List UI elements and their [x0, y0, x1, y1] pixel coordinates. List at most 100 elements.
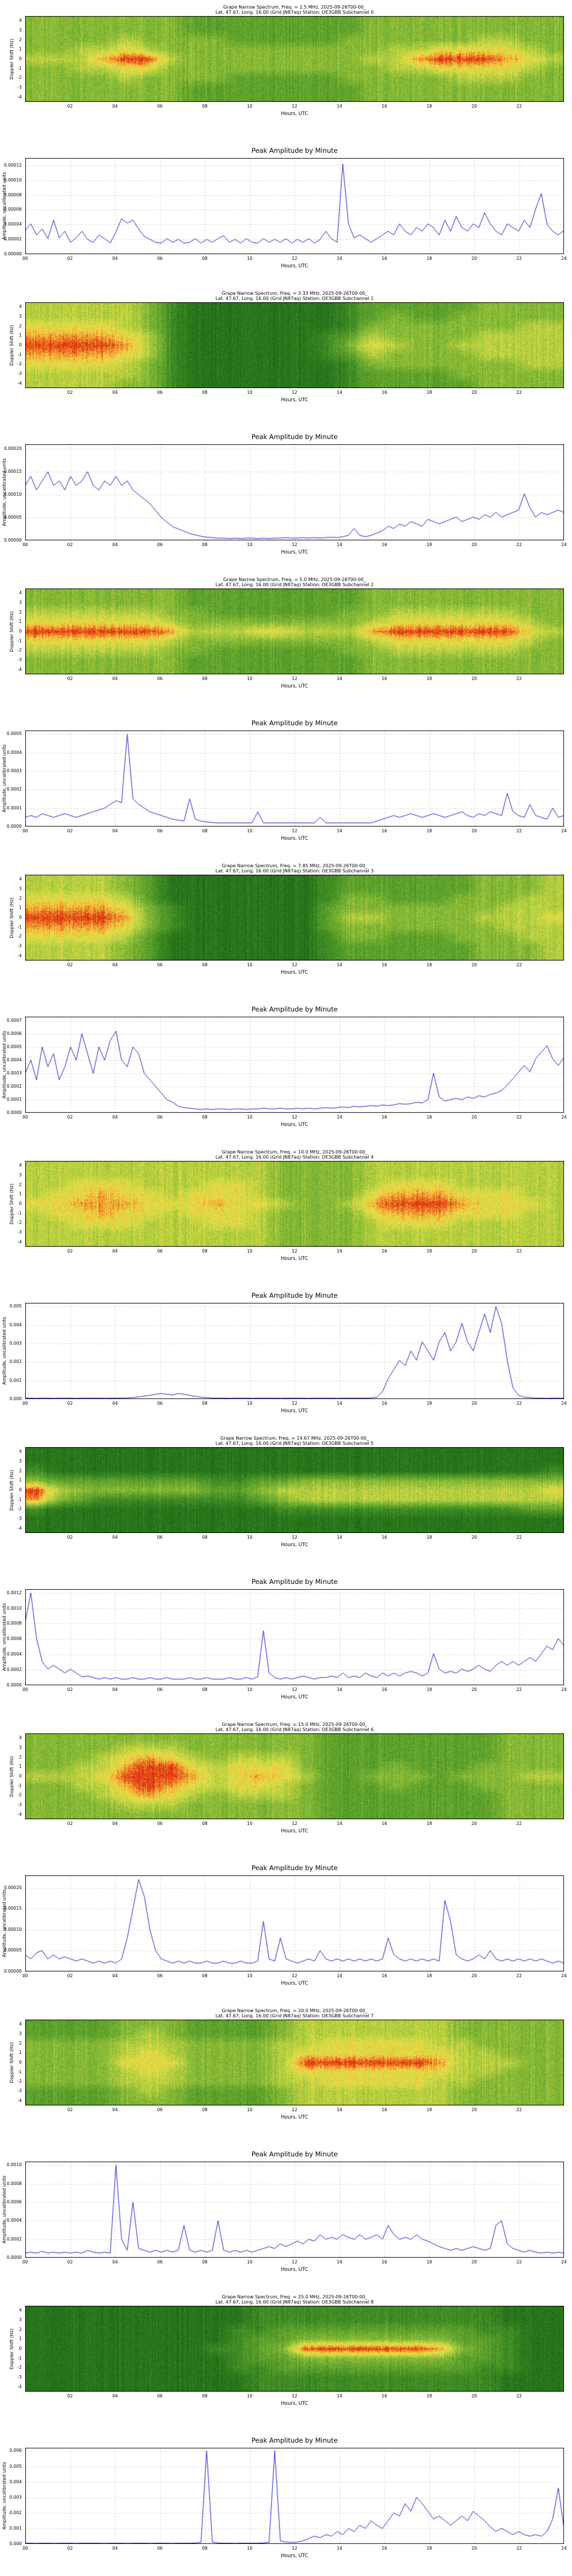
y-tick-label: 0.0010: [6, 1605, 22, 1611]
figure-title-line2: Lat. 47.67, Long. 16.00 (Grid JN87aq) St…: [215, 1155, 374, 1160]
y-tick-label: 3: [19, 2031, 22, 2036]
x-tick-label: 04: [112, 390, 118, 395]
x-tick-label: 06: [157, 390, 163, 395]
x-tick-label: 06: [157, 1115, 163, 1120]
x-tick-label: 12: [292, 1115, 297, 1120]
y-tick-label: 0.002: [9, 2510, 22, 2515]
x-tick-label: 20: [471, 1401, 477, 1406]
y-tick-label: 0.00020: [3, 446, 22, 451]
y-tick-label: -4: [17, 953, 22, 958]
x-tick-label: 16: [382, 1115, 387, 1120]
y-tick-label: 0.0000: [6, 1682, 22, 1688]
figure-title: Peak Amplitude by Minute: [251, 1864, 338, 1872]
y-tick-label: 2: [19, 323, 22, 329]
y-tick-label: -1: [17, 638, 22, 643]
x-tick-label: 04: [112, 542, 118, 547]
x-tick-label: 04: [112, 1401, 118, 1406]
x-tick-label: 10: [247, 962, 253, 967]
heatmap-canvas: [25, 2306, 564, 2392]
figure-title-line2: Lat. 47.67, Long. 16.00 (Grid JN87aq) St…: [215, 2013, 374, 2018]
figure-title: Peak Amplitude by Minute: [251, 719, 338, 727]
y-tick-label: 0.00002: [3, 236, 22, 242]
x-tick-label: 12: [292, 2107, 297, 2112]
y-tick-label: 4: [19, 2021, 22, 2027]
x-tick-label: 12: [292, 1249, 297, 1254]
x-tick-label: 14: [336, 2546, 343, 2551]
x-tick-label: 18: [426, 676, 432, 681]
y-tick-label: 0.000: [9, 2541, 22, 2546]
y-tick-label: 0.0008: [6, 1621, 22, 1626]
x-tick-label: 08: [202, 676, 208, 681]
y-tick-label: 0.0008: [6, 2180, 22, 2186]
heatmap-canvas: [25, 16, 564, 102]
x-tick-label: 06: [157, 1535, 163, 1540]
y-tick-label: -4: [17, 1239, 22, 1244]
x-tick-label: 20: [471, 542, 477, 547]
x-tick-label: 20: [471, 256, 477, 261]
x-tick-label: 22: [516, 1821, 522, 1826]
y-tick-label: 1: [19, 1477, 22, 1483]
spectrogram-figure-sub7: Grape Narrow Spectrum, Freq. = 20.0 MHz,…: [0, 2004, 572, 2147]
x-tick-label: 08: [202, 390, 208, 395]
x-tick-label: 14: [336, 1973, 343, 1978]
y-tick-label: -2: [17, 1506, 22, 1512]
heatmap-canvas: [25, 1733, 564, 1819]
figure-title: Peak Amplitude by Minute: [251, 1578, 338, 1586]
y-tick-label: 0.0012: [6, 1590, 22, 1595]
x-tick-label: 16: [382, 1821, 387, 1826]
x-tick-label: 02: [67, 1401, 73, 1406]
x-tick-label: 02: [67, 2546, 73, 2551]
x-tick-label: 18: [426, 1249, 432, 1254]
y-tick-label: -3: [17, 85, 22, 90]
y-tick-label: 0: [19, 342, 22, 347]
x-tick-label: 04: [112, 1687, 118, 1692]
x-tick-label: 22: [516, 104, 522, 109]
spectrogram-figure-sub6: Grape Narrow Spectrum, Freq. = 15.0 MHz,…: [0, 1717, 572, 1860]
x-tick-label: 20: [471, 962, 477, 967]
y-tick-label: 0: [19, 56, 22, 61]
x-tick-label: 06: [157, 1973, 163, 1978]
x-tick-label: 12: [292, 542, 297, 547]
x-tick-label: 22: [516, 676, 522, 681]
x-tick-label: 04: [112, 962, 118, 967]
x-tick-label: 22: [516, 256, 522, 261]
x-tick-label: 12: [292, 2393, 297, 2399]
x-tick-label: 12: [292, 390, 297, 395]
y-tick-label: -1: [17, 924, 22, 930]
x-tick-label: 12: [292, 828, 297, 833]
x-tick-label: 00: [22, 1115, 28, 1120]
y-tick-label: 4: [19, 18, 22, 23]
y-tick-label: 1: [19, 905, 22, 911]
figure-title: Peak Amplitude by Minute: [251, 1291, 338, 1299]
spectrogram-figure-sub8: Grape Narrow Spectrum, Freq. = 25.0 MHz,…: [0, 2290, 572, 2433]
figure-title-line2: Lat. 47.67, Long. 16.00 (Grid JN87aq) St…: [215, 868, 374, 874]
x-axis-label: Hours, UTC: [281, 1828, 308, 1834]
y-tick-label: 0.0004: [6, 1652, 22, 1657]
y-tick-label: 0: [19, 915, 22, 920]
x-axis-label: Hours, UTC: [281, 836, 308, 841]
x-axis-label: Hours, UTC: [281, 263, 308, 269]
x-tick-label: 18: [426, 2393, 432, 2399]
x-tick-label: 10: [247, 2393, 253, 2399]
y-tick-label: 3: [19, 1172, 22, 1178]
y-tick-label: -4: [17, 666, 22, 672]
x-tick-label: 06: [157, 1249, 163, 1254]
figure-title-line1: Grape Narrow Spectrum, Freq. = 14.67 MHz…: [220, 1436, 369, 1441]
y-tick-label: 1: [19, 1191, 22, 1197]
x-tick-label: 02: [67, 1249, 73, 1254]
figure-title-line2: Lat. 47.67, Long. 16.00 (Grid JN87aq) St…: [215, 2300, 374, 2305]
x-tick-label: 18: [426, 1821, 432, 1826]
y-tick-label: 0.0007: [6, 1017, 22, 1023]
y-tick-label: -4: [17, 2384, 22, 2389]
y-tick-label: 0.0010: [6, 2162, 22, 2168]
x-tick-label: 16: [382, 1687, 387, 1692]
x-tick-label: 22: [516, 828, 522, 833]
y-tick-label: 4: [19, 1163, 22, 1168]
x-tick-label: 02: [67, 1687, 73, 1692]
y-tick-label: 0.005: [9, 1303, 22, 1309]
y-tick-label: -4: [17, 94, 22, 100]
heatmap-canvas: [25, 1447, 564, 1533]
x-tick-label: 12: [292, 1401, 297, 1406]
x-tick-label: 06: [157, 2546, 163, 2551]
